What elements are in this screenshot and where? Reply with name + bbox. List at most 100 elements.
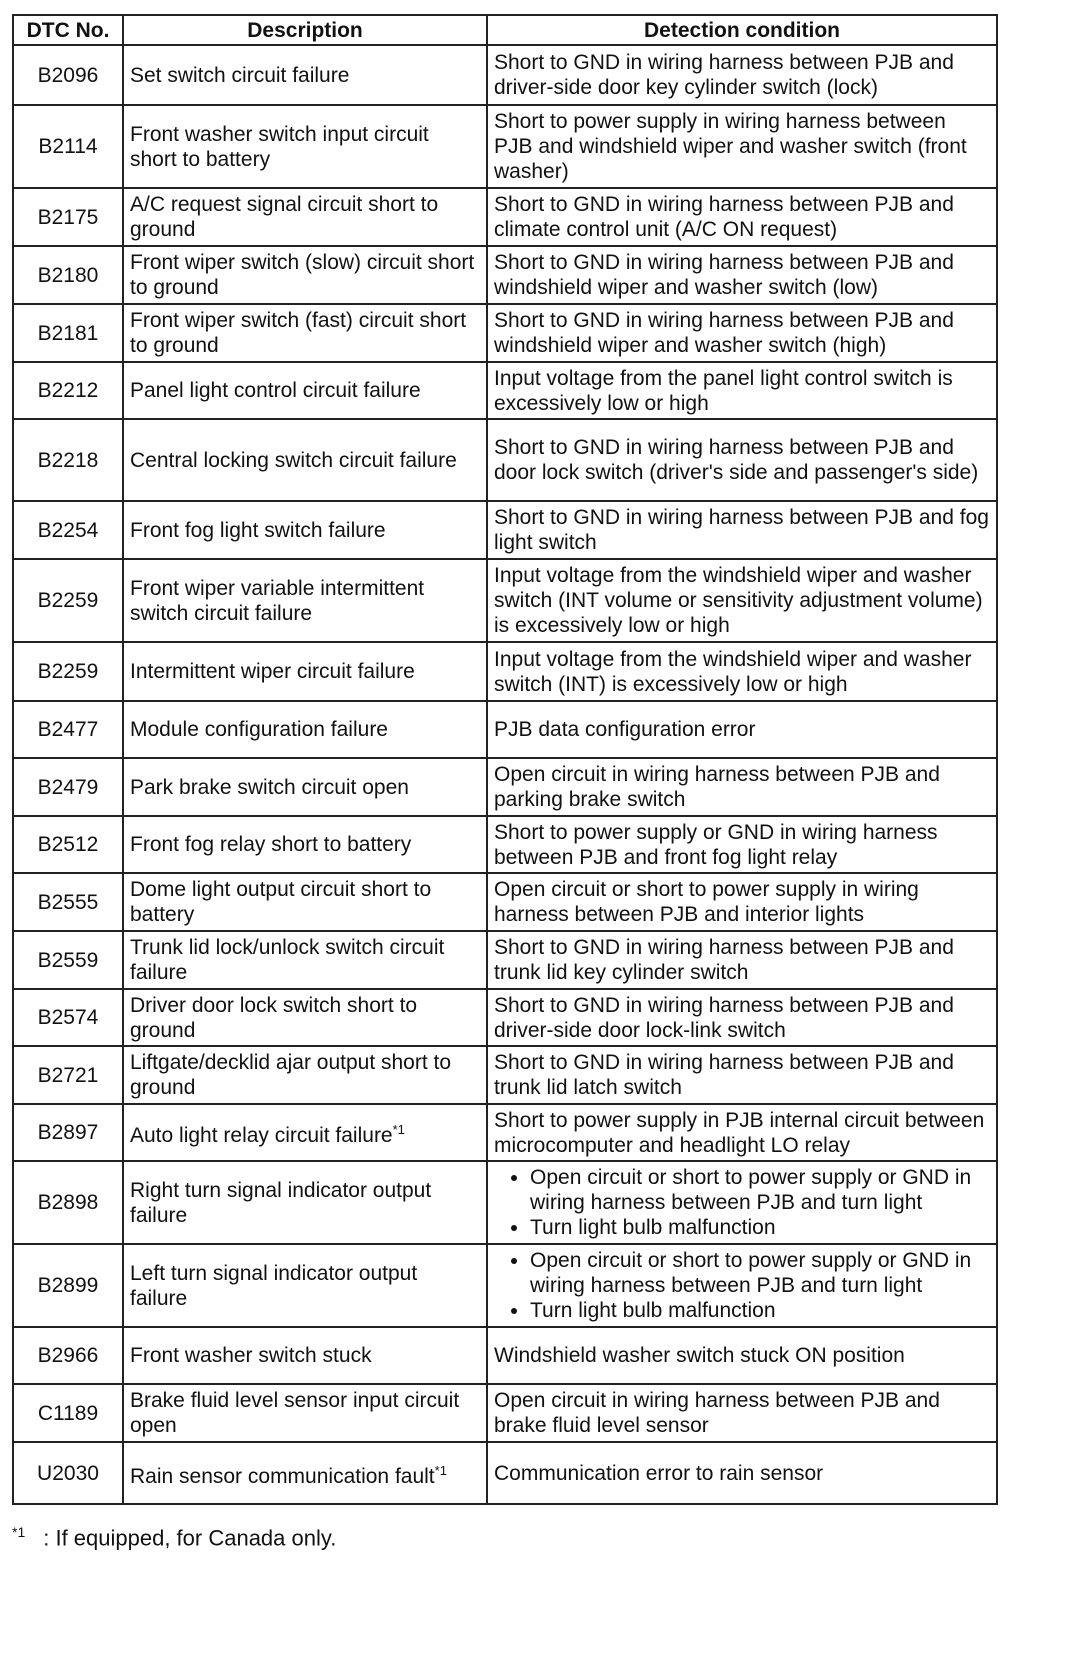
description-cell: Module configuration failure — [122, 700, 488, 759]
description-cell: Front wiper switch (fast) circuit short … — [122, 303, 488, 363]
condition-bullet: Turn light bulb malfunction — [530, 1298, 990, 1323]
dtc-code: B2254 — [12, 500, 124, 560]
footnote-ref: *1 — [434, 1462, 447, 1478]
footnote-ref: *1 — [392, 1122, 405, 1137]
table-row: B2477 Module configuration failure PJB dat… — [12, 700, 998, 759]
dtc-code: C1189 — [12, 1383, 124, 1443]
table-row: B2175 A/C request signal circuit short to… — [12, 187, 998, 247]
description-text: Front wiper switch (slow) circuit short … — [130, 251, 475, 299]
description-text: Front washer switch input circuit short … — [130, 122, 429, 171]
description-text: Rain sensor communication fault — [130, 1464, 435, 1488]
table-row: B2966 Front washer switch stuck Windshield… — [12, 1326, 998, 1385]
condition-cell: Open circuit or short to power supply or… — [486, 1243, 998, 1328]
table-row: B2898 Right turn signal indicator output … — [12, 1160, 998, 1245]
dtc-code: B2559 — [12, 930, 124, 990]
condition-cell: Communication error to rain sensor — [486, 1441, 998, 1505]
description-text: Front wiper switch (fast) circuit short … — [130, 309, 467, 357]
dtc-code: B2512 — [12, 815, 124, 874]
condition-bullet: Turn light bulb malfunction — [530, 1215, 990, 1240]
dtc-code: B2218 — [12, 418, 124, 502]
table-row: B2721 Liftgate/decklid ajar output short … — [12, 1045, 998, 1105]
condition-cell: PJB data configuration error — [486, 700, 998, 759]
table-row: B2512 Front fog relay short to battery Sho… — [12, 815, 998, 874]
condition-cell: Short to GND in wiring harness between P… — [486, 500, 998, 560]
condition-cell: Short to power supply or GND in wiring h… — [486, 815, 998, 874]
dtc-table: DTC No. Description Detection condition … — [12, 14, 998, 1505]
dtc-code: B2180 — [12, 245, 124, 305]
condition-cell: Short to GND in wiring harness between P… — [486, 1045, 998, 1105]
description-cell: Front fog light switch failure — [122, 500, 488, 560]
condition-cell: Open circuit or short to power supply in… — [486, 872, 998, 932]
description-cell: Brake fluid level sensor input circuit o… — [122, 1383, 488, 1443]
condition-cell: Input voltage from the windshield wiper … — [486, 641, 998, 702]
description-cell: Intermittent wiper circuit failure — [122, 641, 488, 702]
table-row: B2212 Panel light control circuit failure… — [12, 361, 998, 420]
dtc-code: B2259 — [12, 641, 124, 702]
description-cell: Front washer switch stuck — [122, 1326, 488, 1385]
dtc-code: B2096 — [12, 44, 124, 106]
condition-cell: Short to GND in wiring harness between P… — [486, 303, 998, 363]
table-row: B2259 Front wiper variable intermittent s… — [12, 558, 998, 643]
description-cell: Right turn signal indicator output failu… — [122, 1160, 488, 1245]
condition-cell: Short to GND in wiring harness between P… — [486, 187, 998, 247]
description-text: Park brake switch circuit open — [130, 775, 409, 799]
description-cell: Front fog relay short to battery — [122, 815, 488, 874]
description-text: Trunk lid lock/unlock switch circuit fai… — [130, 936, 445, 984]
table-row: U2030 Rain sensor communication fault*1 Co… — [12, 1441, 998, 1505]
description-text: Left turn signal indicator output failur… — [130, 1261, 418, 1310]
table-row: B2218 Central locking switch circuit fail… — [12, 418, 998, 502]
table-row: B2254 Front fog light switch failure Short… — [12, 500, 998, 560]
footnote-text: : If equipped, for Canada only. — [43, 1525, 337, 1551]
description-text: Front wiper variable intermittent switch… — [130, 576, 425, 625]
footnote-mark: *1 — [12, 1524, 26, 1540]
table-row: B2096 Set switch circuit failure Short to … — [12, 44, 998, 106]
description-text: Central locking switch circuit failure — [130, 448, 457, 472]
description-cell: Rain sensor communication fault*1 — [122, 1441, 488, 1505]
condition-cell: Open circuit in wiring harness between P… — [486, 1383, 998, 1443]
description-text: A/C request signal circuit short to grou… — [130, 193, 439, 241]
dtc-code: B2966 — [12, 1326, 124, 1385]
description-text: Panel light control circuit failure — [130, 379, 421, 402]
condition-cell: Input voltage from the panel light contr… — [486, 361, 998, 420]
description-cell: Auto light relay circuit failure*1 — [122, 1103, 488, 1162]
description-cell: Left turn signal indicator output failur… — [122, 1243, 488, 1328]
condition-cell: Short to GND in wiring harness between P… — [486, 245, 998, 305]
dtc-code: B2175 — [12, 187, 124, 247]
description-text: Brake fluid level sensor input circuit o… — [130, 1389, 460, 1437]
description-text: Right turn signal indicator output failu… — [130, 1178, 432, 1227]
table-row: B2479 Park brake switch circuit open Open … — [12, 757, 998, 817]
dtc-code: B2477 — [12, 700, 124, 759]
description-cell: Front washer switch input circuit short … — [122, 104, 488, 189]
description-cell: Front wiper switch (slow) circuit short … — [122, 245, 488, 305]
description-text: Driver door lock switch short to ground — [130, 993, 418, 1042]
table-row: B2180 Front wiper switch (slow) circuit s… — [12, 245, 998, 305]
dtc-code: B2899 — [12, 1243, 124, 1328]
header-description: Description — [122, 14, 488, 46]
dtc-code: B2479 — [12, 757, 124, 817]
description-text: Dome light output circuit short to batte… — [130, 878, 432, 926]
description-text: Front fog light switch failure — [130, 518, 386, 542]
condition-cell: Open circuit or short to power supply or… — [486, 1160, 998, 1245]
table-row: C1189 Brake fluid level sensor input circ… — [12, 1383, 998, 1443]
description-cell: Dome light output circuit short to batte… — [122, 872, 488, 932]
table-row: B2559 Trunk lid lock/unlock switch circui… — [12, 930, 998, 990]
dtc-code: B2259 — [12, 558, 124, 643]
condition-cell: Short to power supply in PJB internal ci… — [486, 1103, 998, 1162]
header-row: DTC No. Description Detection condition — [12, 14, 998, 46]
condition-cell: Short to power supply in wiring harness … — [486, 104, 998, 189]
description-text: Set switch circuit failure — [130, 63, 350, 87]
description-text: Auto light relay circuit failure — [130, 1124, 393, 1147]
condition-cell: Windshield washer switch stuck ON positi… — [486, 1326, 998, 1385]
dtc-code: B2897 — [12, 1103, 124, 1162]
description-cell: Park brake switch circuit open — [122, 757, 488, 817]
dtc-code: B2555 — [12, 872, 124, 932]
condition-cell: Short to GND in wiring harness between P… — [486, 418, 998, 502]
condition-cell: Short to GND in wiring harness between P… — [486, 930, 998, 990]
description-cell: Trunk lid lock/unlock switch circuit fai… — [122, 930, 488, 990]
condition-cell: Short to GND in wiring harness between P… — [486, 988, 998, 1047]
table-row: B2555 Dome light output circuit short to … — [12, 872, 998, 932]
dtc-code: B2721 — [12, 1045, 124, 1105]
dtc-code: B2898 — [12, 1160, 124, 1245]
condition-cell: Short to GND in wiring harness between P… — [486, 44, 998, 106]
description-text: Module configuration failure — [130, 718, 388, 741]
